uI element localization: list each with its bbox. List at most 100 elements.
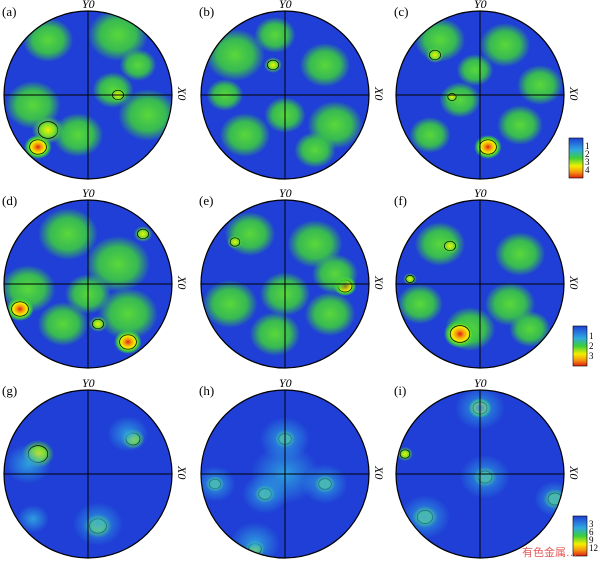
y0-label: Y0 <box>474 0 487 11</box>
contour-line <box>429 49 441 61</box>
intensity-region <box>72 502 124 546</box>
y0-label: Y0 <box>474 376 487 390</box>
legend-colorbar <box>572 325 588 367</box>
contour-line <box>449 325 471 343</box>
pole-figure-b: (b) Y0 X0 <box>199 0 386 180</box>
contour-line <box>229 237 241 247</box>
legend-colorbar <box>568 137 584 179</box>
pole-figure-outline <box>200 199 370 369</box>
intensity-region <box>497 105 543 145</box>
x0-label: X0 <box>175 465 189 479</box>
y0-label: Y0 <box>279 186 292 200</box>
intensity-region <box>118 89 172 141</box>
pole-figure-d: (d) Y0 X0 <box>2 186 189 369</box>
panel-label: (d) <box>2 193 17 208</box>
pole-figure-h: (h) Y0 X0 <box>199 376 386 559</box>
pole-figure-e: (e) Y0 X0 <box>199 186 386 369</box>
intensity-region <box>249 312 301 356</box>
legend-tick-label: 2 <box>589 341 594 351</box>
contour-line <box>447 93 457 101</box>
contour-line <box>119 334 137 350</box>
x0-label: X0 <box>567 275 581 289</box>
intensity-region <box>85 236 151 292</box>
pole-figure-c: (c) Y0 X0 <box>394 0 581 180</box>
intensity-region <box>479 23 531 67</box>
contour-line <box>267 59 279 71</box>
pole-figure-outline <box>395 389 565 559</box>
contour-line <box>137 228 149 240</box>
intensity-region <box>114 330 142 354</box>
intensity-region <box>445 91 459 103</box>
y0-label: Y0 <box>279 0 292 11</box>
intensity-region <box>16 505 50 533</box>
y0-label: Y0 <box>82 186 95 200</box>
intensity-region <box>226 235 244 249</box>
legend-tick-label: 3 <box>589 351 594 361</box>
intensity-region <box>509 311 551 347</box>
y0-label: Y0 <box>279 376 292 390</box>
panel-label: (b) <box>199 4 214 19</box>
intensity-region <box>22 18 74 62</box>
x0-label: X0 <box>175 275 189 289</box>
y0-label: Y0 <box>82 0 95 11</box>
panel-label: (g) <box>2 383 17 398</box>
intensity-region <box>403 273 417 285</box>
intensity-region <box>304 292 356 336</box>
intensity-region <box>456 54 494 86</box>
color-legend-row2: 123 <box>572 325 594 367</box>
x0-label: X0 <box>175 86 189 100</box>
pole-figure-outline <box>200 389 370 559</box>
intensity-region <box>201 466 236 502</box>
pole-figure-f: (f) Y0 X0 <box>394 186 581 369</box>
legend-colorbar <box>572 515 588 557</box>
intensity-region <box>425 47 445 63</box>
intensity-region <box>494 232 546 276</box>
pole-figure-outline <box>3 389 173 559</box>
contour-line <box>444 240 456 252</box>
intensity-region <box>88 316 108 332</box>
watermark: 有色金属… <box>522 545 577 559</box>
contour-line <box>405 275 415 283</box>
legend-tick-label: 6 <box>589 527 594 537</box>
y0-label: Y0 <box>474 186 487 200</box>
intensity-region <box>294 132 336 168</box>
pole-figure-i: (i) Y0 X0 <box>394 376 581 559</box>
panel-label: (i) <box>394 383 406 398</box>
pole-figure-outline <box>395 199 565 369</box>
x0-label: X0 <box>372 86 386 100</box>
x0-label: X0 <box>372 275 386 289</box>
intensity-region <box>414 222 466 266</box>
intensity-region <box>52 113 104 157</box>
legend-tick-label: 12 <box>589 543 598 553</box>
intensity-region <box>98 288 158 340</box>
pole-figure-outline <box>395 10 565 180</box>
intensity-region <box>474 135 502 159</box>
intensity-region <box>133 226 153 242</box>
panel-label: (e) <box>199 193 213 208</box>
panel-label: (c) <box>394 4 408 19</box>
intensity-region <box>440 238 460 254</box>
pole-figure-a: (a) Y0 X0 <box>2 0 189 180</box>
x0-label: X0 <box>567 86 581 100</box>
intensity-region <box>299 43 351 87</box>
intensity-region <box>202 280 258 328</box>
intensity-region <box>409 117 451 153</box>
intensity-region <box>5 444 51 484</box>
legend-tick-label: 9 <box>589 535 594 545</box>
x0-label: X0 <box>567 465 581 479</box>
intensity-region <box>37 302 89 346</box>
panel-label: (f) <box>394 193 407 208</box>
contour-line <box>92 318 104 330</box>
intensity-region <box>396 447 414 461</box>
pole-figure-outline <box>200 10 370 180</box>
intensity-region <box>6 297 34 321</box>
intensity-region <box>263 57 283 73</box>
intensity-region <box>38 208 98 260</box>
legend-tick-label: 1 <box>585 141 590 151</box>
intensity-region <box>219 113 271 157</box>
intensity-region <box>254 17 296 53</box>
legend-tick-label: 1 <box>589 331 594 341</box>
pole-figure-g: (g) Y0 X0 <box>2 376 189 559</box>
